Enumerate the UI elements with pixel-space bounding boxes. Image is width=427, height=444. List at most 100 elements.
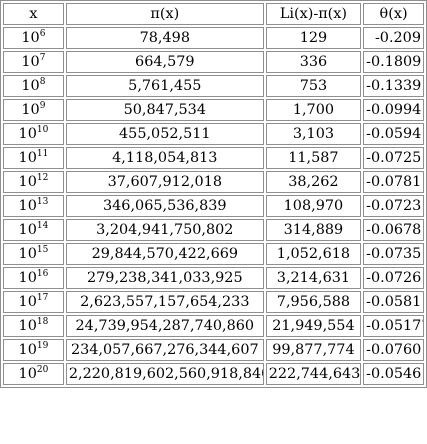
- power-exponent: 16: [36, 269, 49, 279]
- cell-x: 1014: [3, 219, 64, 241]
- cell-theta: -0.1809: [363, 51, 424, 73]
- cell-li-minus-pi: 1,700: [265, 99, 362, 121]
- cell-theta: -0.0994: [363, 99, 424, 121]
- power-exponent: 6: [39, 29, 46, 39]
- cell-pi: 279,238,341,033,925: [65, 267, 264, 289]
- cell-li-minus-pi: 108,970: [265, 195, 362, 217]
- power-exponent: 13: [36, 197, 49, 207]
- power-exponent: 17: [36, 293, 49, 303]
- table-body: 106 78,498 129 -0.209 107 664,579 336 -0.1809 10…: [3, 27, 424, 385]
- cell-theta: -0.0581: [363, 291, 424, 313]
- cell-pi: 3,204,941,750,802: [65, 219, 264, 241]
- cell-theta: -0.0594: [363, 123, 424, 145]
- cell-li-minus-pi: 222,744,643: [265, 363, 362, 385]
- cell-x: 1012: [3, 171, 64, 193]
- cell-pi: 664,579: [65, 51, 264, 73]
- power-exponent: 20: [36, 365, 49, 375]
- table-row: 1014 3,204,941,750,802 314,889 -0.0678: [3, 219, 424, 241]
- power-base: 10: [18, 318, 37, 334]
- cell-x: 106: [3, 27, 64, 49]
- cell-x: 1018: [3, 315, 64, 337]
- cell-li-minus-pi: 1,052,618: [265, 243, 362, 265]
- cell-x: 1017: [3, 291, 64, 313]
- cell-theta: -0.05177: [363, 315, 424, 337]
- table-row: 108 5,761,455 753 -0.1339: [3, 75, 424, 97]
- cell-li-minus-pi: 21,949,554: [265, 315, 362, 337]
- cell-li-minus-pi: 129: [265, 27, 362, 49]
- table-row: 1019 234,057,667,276,344,607 99,877,774 -0.…: [3, 339, 424, 361]
- power-base: 10: [18, 270, 37, 286]
- cell-x: 107: [3, 51, 64, 73]
- cell-pi: 50,847,534: [65, 99, 264, 121]
- cell-theta: -0.1339: [363, 75, 424, 97]
- power-exponent: 10: [36, 125, 49, 135]
- cell-x: 109: [3, 99, 64, 121]
- cell-x: 108: [3, 75, 64, 97]
- cell-theta: -0.0735: [363, 243, 424, 265]
- cell-li-minus-pi: 38,262: [265, 171, 362, 193]
- header-li-minus-pi: Li(x)-π(x): [265, 3, 362, 25]
- cell-x: 1015: [3, 243, 64, 265]
- cell-x: 1016: [3, 267, 64, 289]
- power-base: 10: [18, 366, 37, 382]
- cell-x: 1019: [3, 339, 64, 361]
- cell-pi: 78,498: [65, 27, 264, 49]
- cell-theta: -0.0781: [363, 171, 424, 193]
- power-exponent: 9: [39, 101, 46, 111]
- cell-li-minus-pi: 11,587: [265, 147, 362, 169]
- power-base: 10: [18, 174, 37, 190]
- cell-li-minus-pi: 753: [265, 75, 362, 97]
- cell-pi: 2,623,557,157,654,233: [65, 291, 264, 313]
- power-base: 10: [18, 246, 37, 262]
- power-exponent: 8: [39, 77, 46, 87]
- header-x: x: [3, 3, 64, 25]
- cell-pi: 2,220,819,602,560,918,840: [65, 363, 264, 385]
- cell-li-minus-pi: 99,877,774: [265, 339, 362, 361]
- cell-x: 1020: [3, 363, 64, 385]
- cell-pi: 29,844,570,422,669: [65, 243, 264, 265]
- table-row: 1010 455,052,511 3,103 -0.0594: [3, 123, 424, 145]
- power-base: 10: [18, 342, 37, 358]
- cell-theta: -0.0723: [363, 195, 424, 217]
- cell-x: 1011: [3, 147, 64, 169]
- table-row: 107 664,579 336 -0.1809: [3, 51, 424, 73]
- power-exponent: 15: [36, 245, 49, 255]
- power-base: 10: [18, 294, 37, 310]
- cell-pi: 24,739,954,287,740,860: [65, 315, 264, 337]
- power-exponent: 19: [36, 341, 49, 351]
- power-exponent: 14: [36, 221, 49, 231]
- power-base: 10: [18, 198, 37, 214]
- header-pi: π(x): [65, 3, 264, 25]
- power-exponent: 7: [39, 53, 46, 63]
- table-row: 106 78,498 129 -0.209: [3, 27, 424, 49]
- power-base: 10: [21, 30, 40, 46]
- power-base: 10: [21, 78, 40, 94]
- cell-theta: -0.0678: [363, 219, 424, 241]
- table-row: 1020 2,220,819,602,560,918,840 222,744,643…: [3, 363, 424, 385]
- power-exponent: 12: [36, 173, 49, 183]
- cell-theta: -0.209: [363, 27, 424, 49]
- power-exponent: 18: [36, 317, 49, 327]
- table-row: 1012 37,607,912,018 38,262 -0.0781: [3, 171, 424, 193]
- power-base: 10: [21, 102, 40, 118]
- table-row: 1013 346,065,536,839 108,970 -0.0723: [3, 195, 424, 217]
- cell-theta: -0.0725: [363, 147, 424, 169]
- table-row: 1015 29,844,570,422,669 1,052,618 -0.0735: [3, 243, 424, 265]
- cell-pi: 234,057,667,276,344,607: [65, 339, 264, 361]
- cell-pi: 37,607,912,018: [65, 171, 264, 193]
- table-row: 1016 279,238,341,033,925 3,214,631 -0.0726: [3, 267, 424, 289]
- table-row: 1011 4,118,054,813 11,587 -0.0725: [3, 147, 424, 169]
- cell-li-minus-pi: 3,214,631: [265, 267, 362, 289]
- table-row: 1018 24,739,954,287,740,860 21,949,554 -0.0…: [3, 315, 424, 337]
- cell-li-minus-pi: 3,103: [265, 123, 362, 145]
- cell-pi: 455,052,511: [65, 123, 264, 145]
- cell-x: 1010: [3, 123, 64, 145]
- power-base: 10: [21, 54, 40, 70]
- header-theta: θ(x): [363, 3, 424, 25]
- table-row: 1017 2,623,557,157,654,233 7,956,588 -0.058…: [3, 291, 424, 313]
- cell-theta: -0.0546: [363, 363, 424, 385]
- cell-x: 1013: [3, 195, 64, 217]
- cell-pi: 346,065,536,839: [65, 195, 264, 217]
- header-row: x π(x) Li(x)-π(x) θ(x): [3, 3, 424, 25]
- power-base: 10: [18, 222, 37, 238]
